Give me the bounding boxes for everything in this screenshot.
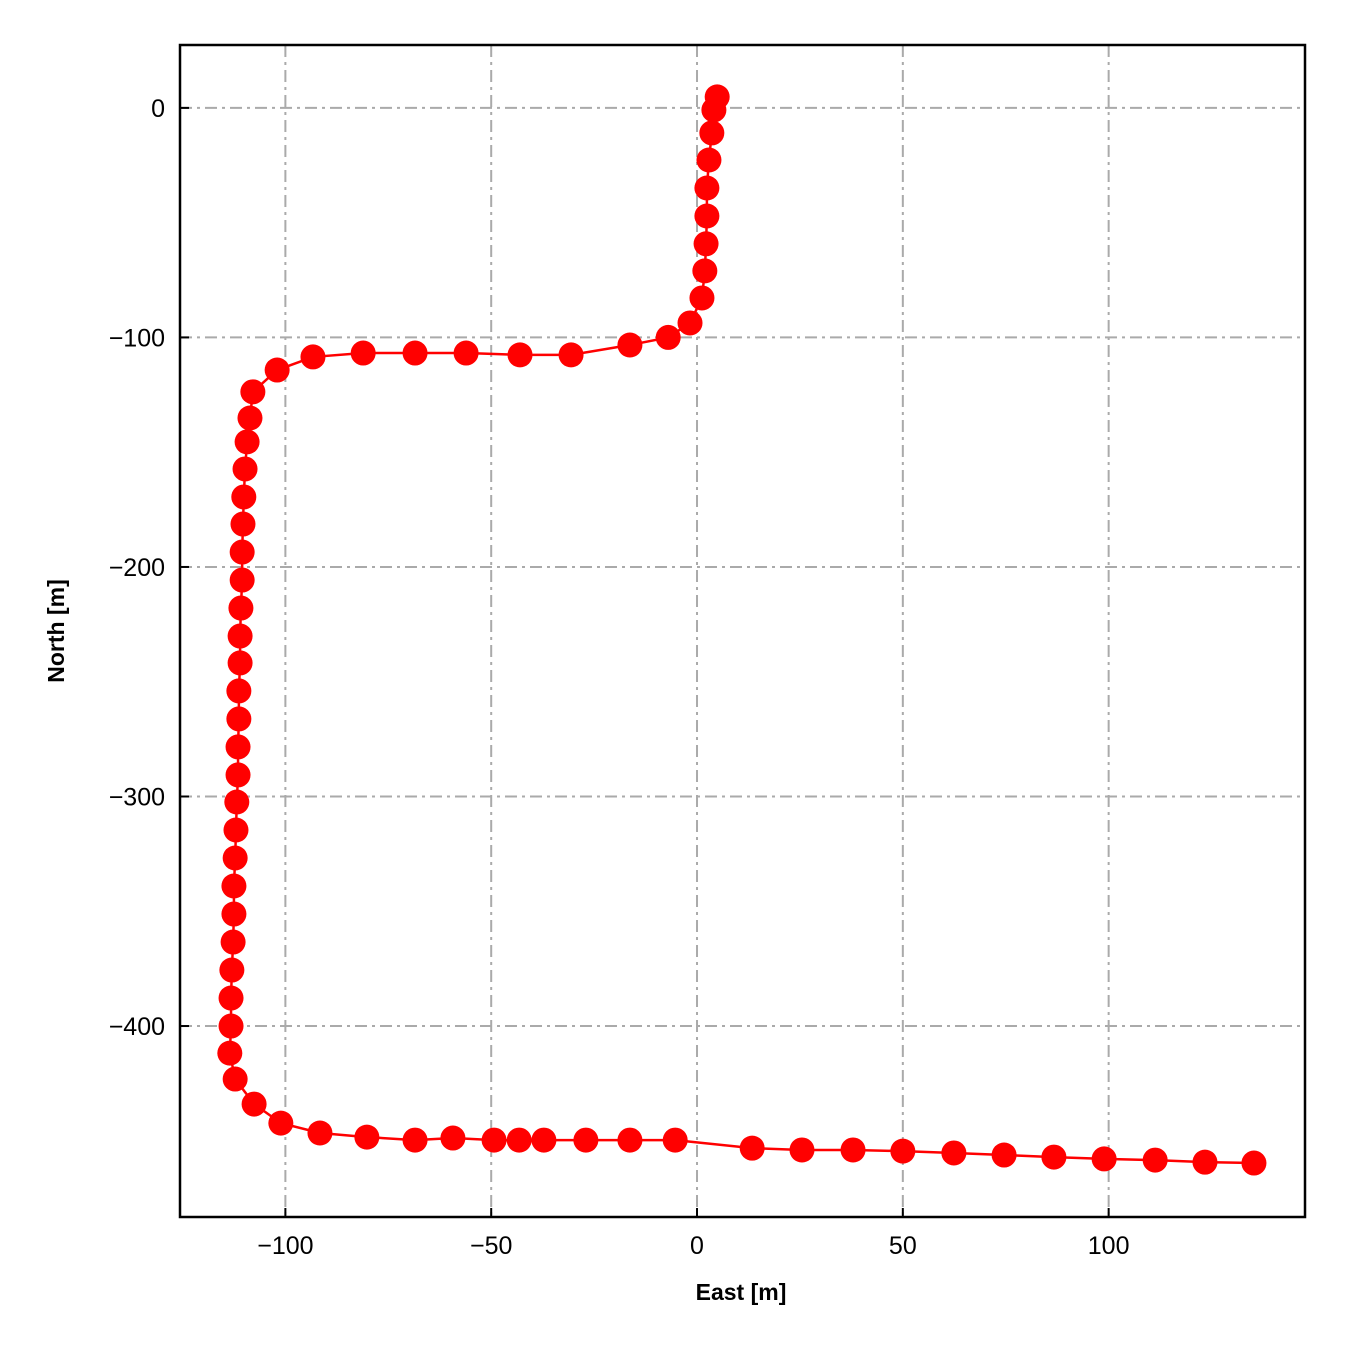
track-point: [226, 706, 252, 732]
track-point: [222, 845, 248, 871]
track-point: [402, 1127, 428, 1153]
track-point: [350, 340, 376, 366]
track-point: [694, 203, 720, 229]
track-point: [240, 379, 266, 405]
x-tick-label: −100: [257, 1232, 313, 1260]
track-point: [507, 342, 533, 368]
track-point: [225, 762, 251, 788]
plot-frame: [178, 43, 1307, 1219]
track-point: [220, 929, 246, 955]
track-point: [231, 484, 257, 510]
track-point: [617, 332, 643, 358]
track-point: [229, 539, 255, 565]
y-tick-label: −400: [109, 1013, 165, 1041]
x-tick-label: 50: [889, 1232, 917, 1260]
track-point: [225, 734, 251, 760]
y-tick-label: −300: [109, 783, 165, 811]
track-point: [218, 985, 244, 1011]
track-point: [693, 231, 719, 257]
x-tick-label: −50: [470, 1232, 512, 1260]
track-point: [558, 342, 584, 368]
track-point: [453, 340, 479, 366]
track-point: [699, 120, 725, 146]
track-point: [402, 340, 428, 366]
track-point: [300, 344, 326, 370]
track-point: [230, 511, 256, 537]
track-point: [573, 1127, 599, 1153]
track-line: [228, 96, 1254, 1165]
track-point: [241, 1091, 267, 1117]
track-point: [440, 1125, 466, 1151]
track-point: [481, 1127, 507, 1153]
track-point: [227, 650, 253, 676]
track-point: [218, 1013, 244, 1039]
track-point: [506, 1127, 532, 1153]
track-point: [268, 1110, 294, 1136]
track-point: [617, 1127, 643, 1153]
x-tick-label: 0: [690, 1232, 704, 1260]
x-axis-label: East [m]: [696, 1279, 787, 1305]
track-point: [689, 285, 715, 311]
track-point: [662, 1127, 688, 1153]
track-point: [692, 258, 718, 284]
track-point: [789, 1137, 815, 1163]
track-point: [221, 901, 247, 927]
track-point: [694, 175, 720, 201]
track-point: [222, 1066, 248, 1092]
track-point: [531, 1127, 557, 1153]
track-point: [232, 456, 258, 482]
track-point: [941, 1140, 967, 1166]
track-point: [1241, 1150, 1267, 1176]
track-point: [217, 1040, 243, 1066]
x-tick-label: 100: [1088, 1232, 1130, 1260]
track-point: [221, 873, 247, 899]
track-point: [1142, 1147, 1168, 1173]
y-tick-label: 0: [151, 95, 165, 123]
track-point: [354, 1124, 380, 1150]
track-point: [840, 1137, 866, 1163]
track-point: [1091, 1146, 1117, 1172]
y-axis-label: North [m]: [43, 579, 69, 682]
track-point: [890, 1138, 916, 1164]
track-point: [696, 147, 722, 173]
track-point: [655, 324, 681, 350]
y-tick-label: −100: [109, 324, 165, 352]
track-point: [229, 567, 255, 593]
track-point: [237, 405, 263, 431]
y-tick-label: −200: [109, 554, 165, 582]
track-point: [228, 595, 254, 621]
track-point: [1192, 1149, 1218, 1175]
track-point: [219, 957, 245, 983]
track-point: [234, 429, 260, 455]
track-point: [226, 678, 252, 704]
track-point: [223, 817, 249, 843]
track-point: [991, 1142, 1017, 1168]
track-point: [307, 1120, 333, 1146]
track-point: [227, 623, 253, 649]
track-point: [677, 310, 703, 336]
track-point: [1041, 1144, 1067, 1170]
track-point: [739, 1135, 765, 1161]
track-point: [264, 357, 290, 383]
track-point: [701, 97, 727, 123]
track-point: [224, 789, 250, 815]
